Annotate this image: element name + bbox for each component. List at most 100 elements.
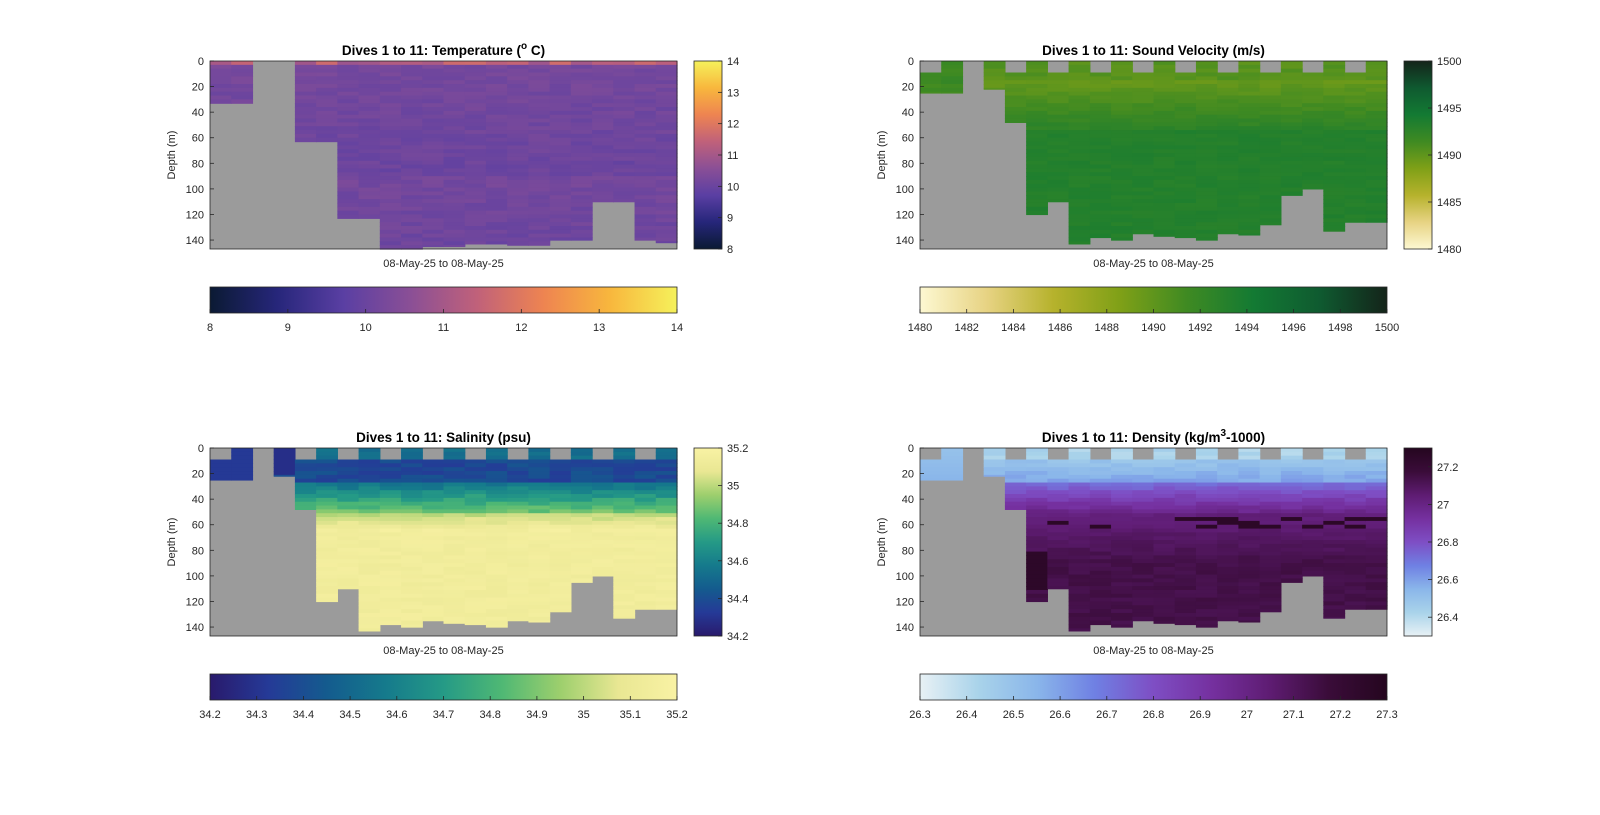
heatmap-cell (1217, 191, 1240, 196)
heatmap-cell (1132, 179, 1155, 185)
heatmap-cell (1323, 463, 1346, 468)
heatmap-cell (613, 149, 636, 154)
heatmap-cell (485, 237, 508, 242)
heatmap-cell (1365, 118, 1388, 123)
heatmap-cell (358, 478, 381, 484)
heatmap-cell (358, 494, 381, 499)
heatmap-cell (1153, 566, 1176, 572)
heatmap-cell (592, 570, 614, 576)
heatmap-cell (379, 195, 402, 200)
y-tick-label: 140 (186, 622, 204, 634)
x-axis-label: 08-May-25 to 08-May-25 (383, 258, 503, 270)
heatmap-cell (1111, 455, 1133, 461)
heatmap-cell (1111, 199, 1133, 204)
heatmap-cell (379, 68, 402, 74)
heatmap-cell (570, 474, 593, 480)
heatmap-cell (401, 547, 423, 553)
heatmap-cell (613, 528, 636, 534)
heatmap-cell (1344, 509, 1367, 514)
heatmap-cell (485, 593, 508, 599)
heatmap-cell (1238, 478, 1261, 484)
heatmap-cell (1089, 176, 1112, 181)
heatmap-cell (294, 80, 317, 85)
heatmap-cell (1365, 559, 1388, 564)
heatmap-cell (1238, 605, 1261, 610)
heatmap-cell (1302, 118, 1324, 123)
heatmap-cell (1344, 524, 1367, 530)
heatmap-cell (1344, 505, 1367, 510)
heatmap-cell (1089, 103, 1112, 108)
heatmap-cell (1259, 172, 1282, 177)
heatmap-cell (1153, 528, 1176, 534)
heatmap-cell (655, 563, 678, 568)
heatmap-cell (507, 459, 530, 464)
heatmap-cell (1195, 229, 1218, 235)
heatmap-cell (1280, 99, 1303, 104)
heatmap-cell (1111, 95, 1133, 100)
heatmap-cell (1238, 222, 1261, 227)
heatmap-cell (1259, 72, 1282, 77)
heatmap-cell (1174, 160, 1197, 166)
heatmap-cell (358, 593, 381, 599)
heatmap-cell (507, 61, 530, 66)
heatmap-cell (485, 490, 508, 495)
x-axis-label: 08-May-25 to 08-May-25 (383, 645, 503, 657)
heatmap-cell (1365, 195, 1388, 200)
heatmap-cell (1026, 490, 1048, 495)
heatmap-cell (983, 471, 1006, 476)
heatmap-cell (443, 245, 466, 248)
heatmap-cell (358, 486, 381, 491)
heatmap-cell (613, 455, 636, 461)
heatmap-cell (1047, 95, 1070, 100)
heatmap-cell (294, 91, 317, 97)
heatmap-cell (485, 501, 508, 507)
heatmap-cell (1344, 99, 1367, 104)
heatmap-cell (549, 68, 572, 74)
heatmap-cell (1132, 183, 1155, 189)
heatmap-cell (1089, 99, 1112, 104)
heatmap-cell (422, 99, 445, 104)
heatmap-cell (1344, 543, 1367, 549)
heatmap-cell (1132, 555, 1155, 560)
heatmap-cell (1026, 474, 1048, 480)
heatmap-cell (549, 122, 572, 127)
heatmap-cell (507, 222, 530, 227)
heatmap-cell (1323, 160, 1346, 166)
heatmap-cell (464, 241, 487, 245)
heatmap-cell (983, 474, 1006, 477)
y-tick-label: 100 (186, 184, 204, 196)
heatmap-cell (1217, 574, 1240, 580)
heatmap-cell (1026, 582, 1048, 587)
heatmap-cell (1323, 172, 1346, 177)
heatmap-cell (464, 463, 487, 468)
heatmap-cells (210, 448, 678, 632)
heatmap-cell (507, 218, 530, 223)
heatmap-cell (1111, 168, 1133, 173)
heatmap-cell (1280, 497, 1303, 503)
heatmap-cell (379, 241, 402, 246)
heatmap-cell (358, 524, 381, 530)
heatmap-cell (1047, 505, 1070, 510)
heatmap-cell (507, 532, 530, 537)
heatmap-cell (401, 187, 423, 193)
heatmap-cell (1365, 513, 1388, 518)
heatmap-cell (464, 222, 487, 227)
heatmap-cell (337, 543, 360, 549)
heatmap-cell (379, 183, 402, 189)
heatmap-cell (1238, 451, 1261, 457)
heatmap-cell (485, 160, 508, 166)
colorbar-tick-label: 35.2 (727, 443, 748, 455)
heatmap-cell (1132, 517, 1155, 522)
heatmap-cell (358, 563, 381, 568)
heatmap-cell (634, 103, 657, 108)
heatmap-cell (316, 555, 338, 560)
heatmap-cell (316, 130, 338, 135)
heatmap-cell (1026, 574, 1048, 580)
heatmap-cell (549, 172, 572, 177)
heatmap-cell (613, 95, 636, 100)
heatmap-cell (1365, 122, 1388, 127)
heatmap-cell (337, 137, 360, 143)
heatmap-cell (1259, 605, 1282, 610)
heatmap-cell (401, 145, 423, 150)
heatmap-cell (655, 68, 678, 74)
